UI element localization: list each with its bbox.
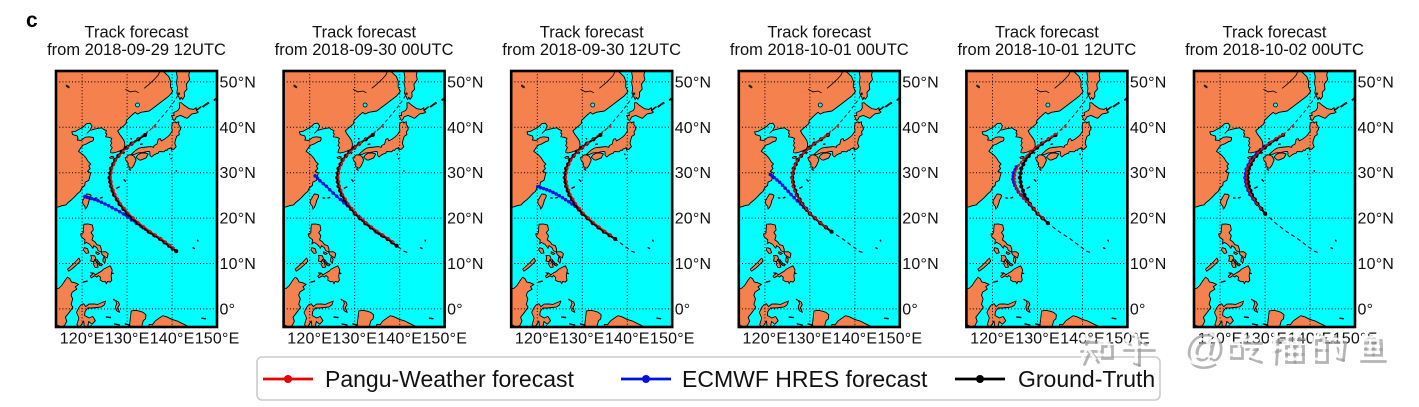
svg-text:40°N: 40°N <box>220 120 257 137</box>
svg-text:150°E: 150°E <box>878 331 923 348</box>
svg-text:0°: 0° <box>220 301 236 318</box>
svg-text:10°N: 10°N <box>1130 256 1167 273</box>
svg-text:50°N: 50°N <box>902 74 939 91</box>
svg-text:130°E: 130°E <box>560 331 605 348</box>
svg-text:ECMWF HRES forecast: ECMWF HRES forecast <box>682 366 928 392</box>
svg-text:0°: 0° <box>447 301 463 318</box>
svg-text:120°E: 120°E <box>515 331 560 348</box>
svg-text:c: c <box>26 9 38 32</box>
svg-text:from 2018-09-30 00UTC: from 2018-09-30 00UTC <box>275 41 454 59</box>
svg-text:50°N: 50°N <box>1358 74 1395 91</box>
svg-text:30°N: 30°N <box>902 165 939 182</box>
svg-text:0°: 0° <box>1130 301 1146 318</box>
svg-text:0°: 0° <box>675 301 691 318</box>
svg-text:Track forecast: Track forecast <box>1223 24 1327 42</box>
svg-text:130°E: 130°E <box>105 331 150 348</box>
svg-text:120°E: 120°E <box>970 331 1015 348</box>
svg-text:40°N: 40°N <box>447 120 484 137</box>
svg-text:20°N: 20°N <box>220 211 257 228</box>
svg-text:Track forecast: Track forecast <box>85 24 189 42</box>
svg-text:Track forecast: Track forecast <box>312 24 416 42</box>
svg-text:from 2018-10-01 00UTC: from 2018-10-01 00UTC <box>730 41 909 59</box>
svg-text:130°E: 130°E <box>332 331 377 348</box>
svg-text:140°E: 140°E <box>833 331 878 348</box>
svg-text:10°N: 10°N <box>902 256 939 273</box>
svg-text:10°N: 10°N <box>447 256 484 273</box>
svg-text:140°E: 140°E <box>150 331 195 348</box>
svg-text:20°N: 20°N <box>1130 211 1167 228</box>
svg-text:150°E: 150°E <box>422 331 467 348</box>
svg-text:10°N: 10°N <box>675 256 712 273</box>
svg-text:@: @ <box>1181 323 1223 369</box>
svg-text:20°N: 20°N <box>902 211 939 228</box>
svg-text:Track forecast: Track forecast <box>995 24 1099 42</box>
svg-text:40°N: 40°N <box>1130 120 1167 137</box>
svg-text:50°N: 50°N <box>220 74 257 91</box>
svg-text:from 2018-09-29 12UTC: from 2018-09-29 12UTC <box>47 41 226 59</box>
svg-text:130°E: 130°E <box>1015 331 1060 348</box>
svg-text:from 2018-09-30 12UTC: from 2018-09-30 12UTC <box>502 41 681 59</box>
svg-text:30°N: 30°N <box>1130 165 1167 182</box>
svg-text:20°N: 20°N <box>447 211 484 228</box>
svg-text:50°N: 50°N <box>675 74 712 91</box>
svg-text:@: @ <box>1185 327 1227 373</box>
svg-text:10°N: 10°N <box>1358 256 1395 273</box>
svg-text:20°N: 20°N <box>1358 211 1395 228</box>
svg-text:120°E: 120°E <box>743 331 788 348</box>
svg-text:50°N: 50°N <box>1130 74 1167 91</box>
svg-text:50°N: 50°N <box>447 74 484 91</box>
svg-text:20°N: 20°N <box>675 211 712 228</box>
svg-text:30°N: 30°N <box>1358 165 1395 182</box>
svg-text:0°: 0° <box>902 301 918 318</box>
svg-text:130°E: 130°E <box>788 331 833 348</box>
svg-text:140°E: 140°E <box>377 331 422 348</box>
svg-text:150°E: 150°E <box>650 331 695 348</box>
svg-text:40°N: 40°N <box>902 120 939 137</box>
svg-text:140°E: 140°E <box>605 331 650 348</box>
svg-text:from 2018-10-02 00UTC: from 2018-10-02 00UTC <box>1185 41 1364 59</box>
svg-text:30°N: 30°N <box>675 165 712 182</box>
svg-text:Track forecast: Track forecast <box>767 24 871 42</box>
svg-text:10°N: 10°N <box>220 256 257 273</box>
svg-text:Pangu-Weather forecast: Pangu-Weather forecast <box>325 366 574 392</box>
svg-text:Track forecast: Track forecast <box>540 24 644 42</box>
svg-text:40°N: 40°N <box>1358 120 1395 137</box>
svg-text:30°N: 30°N <box>220 165 257 182</box>
svg-text:30°N: 30°N <box>447 165 484 182</box>
svg-text:120°E: 120°E <box>287 331 332 348</box>
svg-text:150°E: 150°E <box>195 331 240 348</box>
svg-text:Ground-Truth: Ground-Truth <box>1018 366 1155 392</box>
svg-text:from 2018-10-01 12UTC: from 2018-10-01 12UTC <box>957 41 1136 59</box>
svg-text:0°: 0° <box>1358 301 1374 318</box>
svg-text:120°E: 120°E <box>60 331 105 348</box>
svg-text:40°N: 40°N <box>675 120 712 137</box>
